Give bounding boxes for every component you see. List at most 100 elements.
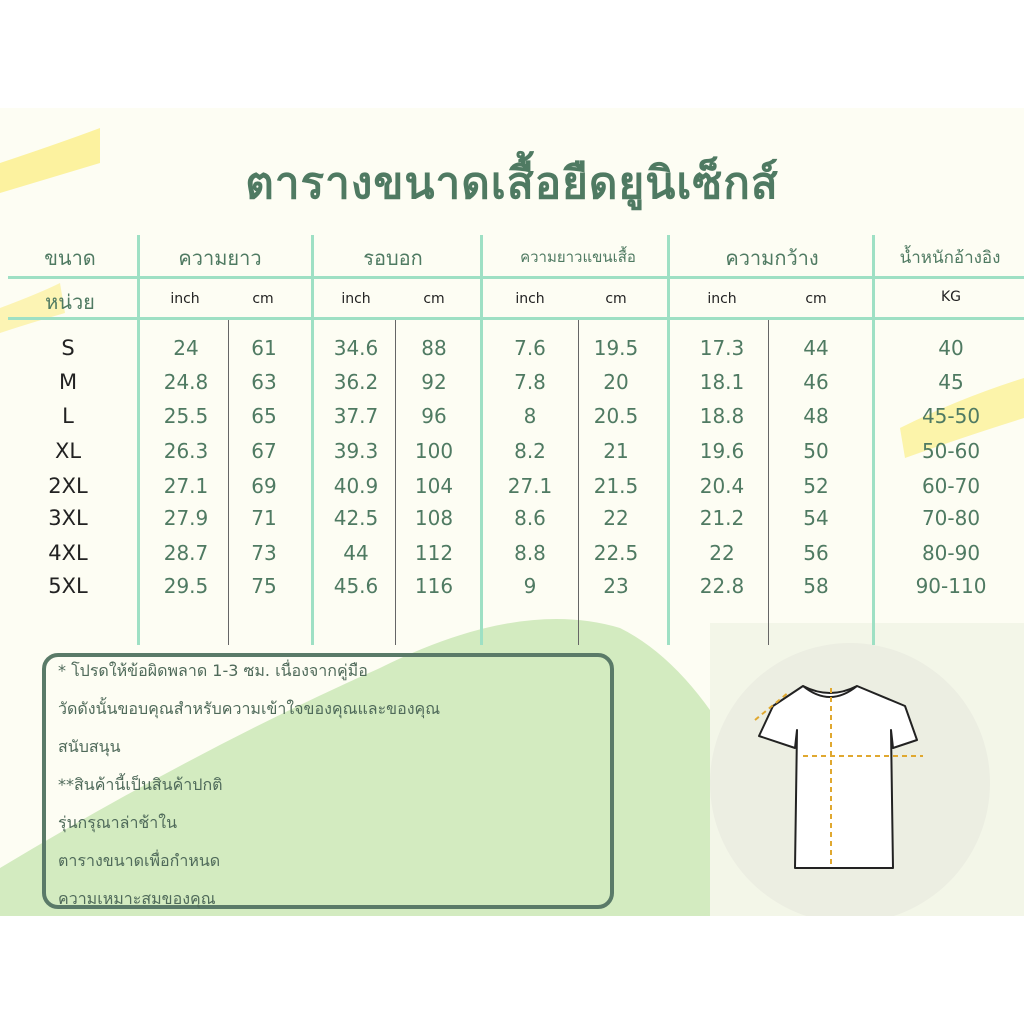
column-divider bbox=[667, 235, 670, 645]
table-cell: 7.6 bbox=[514, 336, 546, 360]
table-cell: 45-50 bbox=[921, 404, 981, 428]
table-cell: 80-90 bbox=[921, 541, 981, 565]
table-cell: 8.2 bbox=[514, 439, 546, 463]
table-cell: 22.8 bbox=[699, 574, 745, 598]
table-cell: 21 bbox=[603, 439, 629, 463]
unit: cm bbox=[252, 291, 274, 307]
table-cell: 63 bbox=[251, 370, 277, 394]
size-label: L bbox=[62, 404, 74, 428]
table-cell: 17.3 bbox=[699, 336, 745, 360]
table-cell: 73 bbox=[251, 541, 277, 565]
table-cell: 25.5 bbox=[163, 404, 209, 428]
table-cell: 21.5 bbox=[593, 474, 639, 498]
table-cell: 116 bbox=[414, 574, 454, 598]
table-cell: 9 bbox=[523, 574, 537, 598]
table-cell: 20.4 bbox=[699, 474, 745, 498]
table-cell: 112 bbox=[414, 541, 454, 565]
table-cell: 50 bbox=[803, 439, 829, 463]
header-chest: รอบอก bbox=[363, 246, 423, 270]
note-line: สนับสนุน bbox=[58, 737, 121, 756]
note-line: รุ่นกรุณาล่าช้าใน bbox=[58, 813, 178, 832]
table-cell: 27.9 bbox=[163, 506, 209, 530]
note-line: **สินค้านี้เป็นสินค้าปกติ bbox=[58, 775, 223, 794]
table-cell: 34.6 bbox=[333, 336, 379, 360]
column-divider bbox=[137, 235, 140, 645]
header-sleeve: ความยาวแขนเสื้อ bbox=[520, 248, 636, 266]
table-cell: 37.7 bbox=[333, 404, 379, 428]
unit: cm bbox=[605, 291, 627, 307]
column-divider bbox=[480, 235, 483, 645]
table-cell: 22.5 bbox=[593, 541, 639, 565]
table-cell: 52 bbox=[803, 474, 829, 498]
table-cell: 44 bbox=[803, 336, 829, 360]
unit: cm bbox=[805, 291, 827, 307]
table-cell: 88 bbox=[421, 336, 447, 360]
column-divider bbox=[872, 235, 875, 645]
table-cell: 28.7 bbox=[163, 541, 209, 565]
notes-box: * โปรดให้ข้อผิดพลาด 1-3 ซม. เนื่องจากคู่… bbox=[42, 653, 614, 909]
column-divider bbox=[311, 235, 314, 645]
subcolumn-divider bbox=[395, 320, 396, 645]
table-cell: 40 bbox=[938, 336, 964, 360]
table-cell: 26.3 bbox=[163, 439, 209, 463]
unit: inch bbox=[170, 291, 200, 307]
unit: KG bbox=[940, 289, 962, 305]
table-cell: 48 bbox=[803, 404, 829, 428]
table-cell: 27.1 bbox=[507, 474, 553, 498]
size-label: 2XL bbox=[48, 474, 88, 498]
tshirt-measurement-icon bbox=[754, 685, 923, 869]
subcolumn-divider bbox=[768, 320, 769, 645]
table-cell: 19.6 bbox=[699, 439, 745, 463]
table-cell: 22 bbox=[603, 506, 629, 530]
table-cell: 75 bbox=[251, 574, 277, 598]
size-label: M bbox=[58, 370, 78, 394]
unit-label: หน่วย bbox=[45, 290, 95, 314]
table-cell: 20 bbox=[603, 370, 629, 394]
page-title: ตารางขนาดเสื้อยืดยูนิเซ็กส์ bbox=[245, 158, 779, 209]
table-cell: 61 bbox=[251, 336, 277, 360]
table-cell: 18.8 bbox=[699, 404, 745, 428]
table-cell: 67 bbox=[251, 439, 277, 463]
table-cell: 54 bbox=[803, 506, 829, 530]
table-cell: 69 bbox=[251, 474, 277, 498]
table-cell: 19.5 bbox=[593, 336, 639, 360]
subcolumn-divider bbox=[228, 320, 229, 645]
size-label: 3XL bbox=[48, 506, 88, 530]
table-cell: 100 bbox=[414, 439, 454, 463]
table-cell: 7.8 bbox=[514, 370, 546, 394]
table-cell: 8.8 bbox=[514, 541, 546, 565]
table-cell: 92 bbox=[421, 370, 447, 394]
table-cell: 104 bbox=[414, 474, 454, 498]
table-cell: 108 bbox=[414, 506, 454, 530]
table-cell: 36.2 bbox=[333, 370, 379, 394]
table-cell: 71 bbox=[251, 506, 277, 530]
table-cell: 27.1 bbox=[163, 474, 209, 498]
table-cell: 39.3 bbox=[333, 439, 379, 463]
table-cell: 24.8 bbox=[163, 370, 209, 394]
size-label: 5XL bbox=[48, 574, 88, 598]
table-cell: 56 bbox=[803, 541, 829, 565]
header-divider bbox=[8, 276, 1024, 279]
unit-divider bbox=[8, 317, 1024, 320]
size-label: XL bbox=[54, 439, 82, 463]
table-cell: 70-80 bbox=[921, 506, 981, 530]
unit: inch bbox=[341, 291, 371, 307]
size-label: 4XL bbox=[48, 541, 88, 565]
table-cell: 60-70 bbox=[921, 474, 981, 498]
table-cell: 20.5 bbox=[593, 404, 639, 428]
note-line: * โปรดให้ข้อผิดพลาด 1-3 ซม. เนื่องจากคู่… bbox=[58, 661, 368, 680]
unit: cm bbox=[423, 291, 445, 307]
table-cell: 22 bbox=[709, 541, 735, 565]
note-line: ตารางขนาดเพื่อกำหนด bbox=[58, 851, 221, 870]
note-line: ความเหมาะสมของคุณ bbox=[58, 889, 216, 908]
unit: inch bbox=[707, 291, 737, 307]
table-cell: 40.9 bbox=[333, 474, 379, 498]
header-width: ความกว้าง bbox=[725, 246, 819, 270]
header-weight: น้ำหนักอ้างอิง bbox=[899, 248, 1001, 268]
table-cell: 45.6 bbox=[333, 574, 379, 598]
table-cell: 96 bbox=[421, 404, 447, 428]
table-cell: 23 bbox=[603, 574, 629, 598]
header-length: ความยาว bbox=[178, 246, 262, 270]
table-cell: 44 bbox=[343, 541, 369, 565]
table-cell: 21.2 bbox=[699, 506, 745, 530]
